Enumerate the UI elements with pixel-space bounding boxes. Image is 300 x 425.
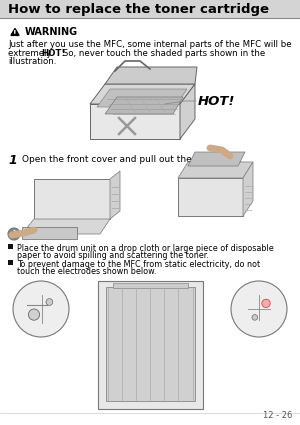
Polygon shape [188,152,245,166]
Circle shape [231,281,287,337]
Bar [34,179,110,219]
Polygon shape [105,97,183,114]
Text: Just after you use the MFC, some internal parts of the MFC will be: Just after you use the MFC, some interna… [8,40,292,49]
Text: HOT!: HOT! [198,94,236,108]
Polygon shape [22,219,110,234]
Text: illustration.: illustration. [8,57,56,66]
Circle shape [13,281,69,337]
Circle shape [252,314,258,320]
Bar [8,260,13,265]
Polygon shape [11,28,19,35]
Text: To prevent damage to the MFC from static electricity, do not: To prevent damage to the MFC from static… [17,260,260,269]
Polygon shape [178,162,253,178]
Text: 12 - 26: 12 - 26 [262,411,292,420]
Polygon shape [90,84,195,104]
Text: How to replace the toner cartridge: How to replace the toner cartridge [8,3,269,15]
Text: Caution: Caution [23,230,62,238]
Bar [98,281,202,409]
Polygon shape [243,162,253,216]
Text: HOT!: HOT! [41,48,65,57]
Polygon shape [110,171,120,219]
Text: 1: 1 [8,154,17,167]
Text: extremely: extremely [8,48,54,57]
Bar [22,227,77,239]
Bar [0,0,300,18]
Polygon shape [105,67,197,84]
Circle shape [8,228,20,240]
Text: touch the electrodes shown below.: touch the electrodes shown below. [17,267,156,277]
Text: i: i [13,230,16,239]
Circle shape [262,299,270,308]
Text: paper to avoid spilling and scattering the toner.: paper to avoid spilling and scattering t… [17,252,209,261]
Text: !: ! [13,30,17,39]
Circle shape [28,309,40,320]
Polygon shape [180,84,195,139]
Polygon shape [97,89,187,107]
Bar [106,287,194,401]
Text: WARNING: WARNING [25,27,78,37]
Bar [112,283,188,288]
Circle shape [46,299,53,305]
Bar [8,244,13,249]
Text: So, never touch the shaded parts shown in the: So, never touch the shaded parts shown i… [60,48,265,57]
Text: Open the front cover and pull out the drum unit.: Open the front cover and pull out the dr… [22,155,242,164]
Bar [178,178,243,216]
Text: Place the drum unit on a drop cloth or large piece of disposable: Place the drum unit on a drop cloth or l… [17,244,274,253]
Polygon shape [90,104,180,139]
